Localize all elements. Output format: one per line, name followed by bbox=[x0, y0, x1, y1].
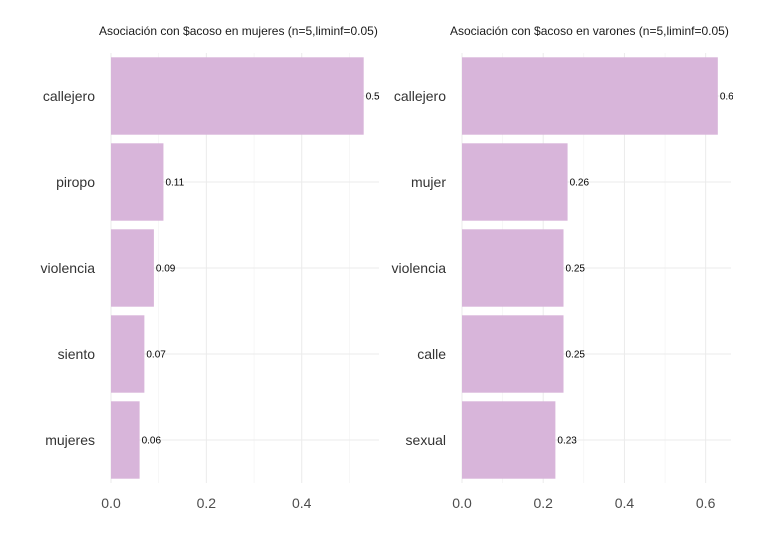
chart-title-varones: Asociación con $acoso en varones (n=5,li… bbox=[450, 24, 729, 38]
data-label-mujeres-siento: 0.07 bbox=[146, 350, 166, 361]
data-label-varones-violencia: 0.25 bbox=[566, 264, 586, 275]
x-tick-label-mujeres: 0.0 bbox=[101, 495, 121, 511]
data-label-varones-callejero: 0.63 bbox=[720, 92, 740, 103]
panel-varones: Asociación con $acoso en varones (n=5,li… bbox=[392, 24, 740, 511]
category-label-varones-sexual: sexual bbox=[406, 432, 446, 448]
category-label-mujeres-violencia: violencia bbox=[41, 260, 96, 276]
category-label-mujeres-siento: siento bbox=[58, 346, 96, 362]
bar-varones-sexual bbox=[462, 401, 556, 479]
category-label-varones-calle: calle bbox=[417, 346, 446, 362]
bar-mujeres-violencia bbox=[111, 229, 154, 307]
x-tick-label-varones: 0.4 bbox=[615, 495, 635, 511]
panel-mujeres: Asociación con $acoso en mujeres (n=5,li… bbox=[41, 24, 386, 511]
bar-varones-callejero bbox=[462, 57, 718, 135]
data-label-varones-calle: 0.25 bbox=[566, 350, 586, 361]
x-tick-label-mujeres: 0.2 bbox=[197, 495, 217, 511]
category-label-mujeres-callejero: callejero bbox=[43, 88, 95, 104]
bar-mujeres-siento bbox=[111, 315, 145, 393]
category-label-varones-mujer: mujer bbox=[411, 174, 446, 190]
bar-varones-mujer bbox=[462, 143, 568, 221]
data-label-mujeres-piropo: 0.11 bbox=[165, 178, 184, 189]
category-label-mujeres-mujeres: mujeres bbox=[45, 432, 95, 448]
category-label-varones-violencia: violencia bbox=[392, 260, 447, 276]
chart-title-mujeres: Asociación con $acoso en mujeres (n=5,li… bbox=[99, 24, 378, 38]
x-tick-label-varones: 0.2 bbox=[533, 495, 553, 511]
category-label-mujeres-piropo: piropo bbox=[56, 174, 95, 190]
bar-mujeres-piropo bbox=[111, 143, 164, 221]
data-label-mujeres-mujeres: 0.06 bbox=[142, 436, 162, 447]
data-label-varones-mujer: 0.26 bbox=[570, 178, 590, 189]
x-tick-label-varones: 0.0 bbox=[452, 495, 472, 511]
data-label-varones-sexual: 0.23 bbox=[557, 436, 577, 447]
bar-varones-calle bbox=[462, 315, 564, 393]
bar-mujeres-mujeres bbox=[111, 401, 140, 479]
x-tick-label-varones: 0.6 bbox=[696, 495, 716, 511]
bar-mujeres-callejero bbox=[111, 57, 364, 135]
data-label-mujeres-callejero: 0.53 bbox=[366, 92, 386, 103]
category-label-varones-callejero: callejero bbox=[394, 88, 446, 104]
data-label-mujeres-violencia: 0.09 bbox=[156, 264, 176, 275]
bar-varones-violencia bbox=[462, 229, 564, 307]
x-tick-label-mujeres: 0.4 bbox=[292, 495, 312, 511]
